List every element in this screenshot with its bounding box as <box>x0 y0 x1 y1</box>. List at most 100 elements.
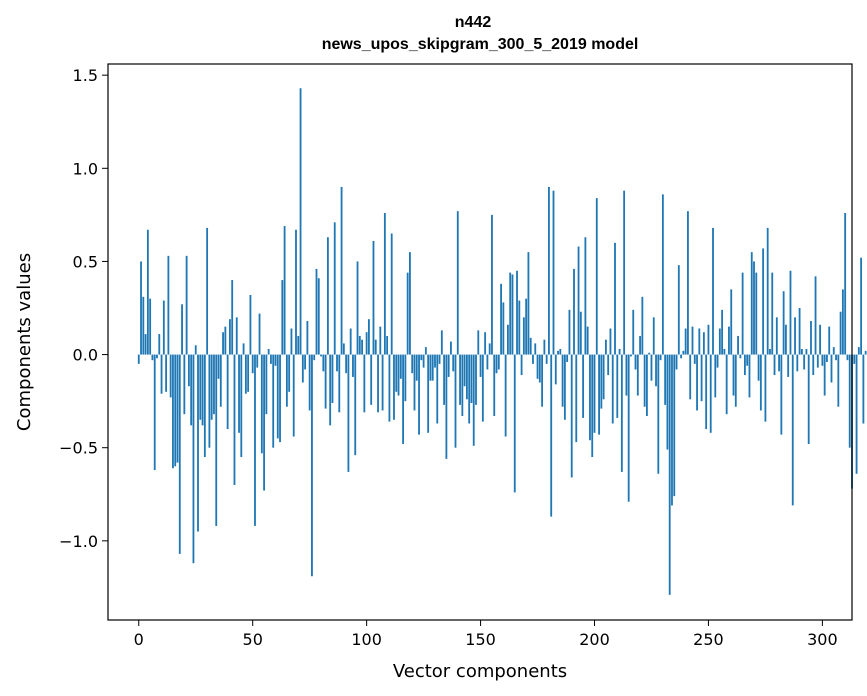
bar <box>484 332 487 355</box>
bar <box>285 354 288 407</box>
bar <box>149 298 152 355</box>
bar <box>167 255 170 355</box>
bar <box>828 326 831 355</box>
bar <box>757 354 760 381</box>
bar <box>434 354 436 368</box>
y-tick-label: 1.0 <box>73 159 98 178</box>
bar <box>534 343 537 355</box>
bar <box>520 354 523 376</box>
bar <box>807 354 810 444</box>
bar <box>502 302 505 355</box>
bar <box>748 354 751 398</box>
bars-group <box>137 88 867 595</box>
bar <box>281 280 284 355</box>
bar <box>846 354 849 361</box>
bar <box>650 354 653 381</box>
bar <box>352 354 354 377</box>
bar <box>224 326 227 355</box>
bar <box>789 270 792 355</box>
bar <box>687 211 689 355</box>
bar <box>614 242 616 355</box>
bar <box>639 335 641 355</box>
bar <box>753 261 755 355</box>
bar <box>860 257 863 355</box>
bar <box>486 354 489 370</box>
bar <box>771 272 774 355</box>
y-axis-label: Components values <box>14 253 35 431</box>
bar <box>668 354 671 595</box>
bar <box>721 309 724 355</box>
bar <box>632 309 635 355</box>
y-tick-label: 0.0 <box>73 346 98 365</box>
bar <box>420 354 423 361</box>
plot-frame <box>107 63 853 621</box>
bar <box>140 261 142 355</box>
bar <box>677 265 680 355</box>
bar <box>848 354 851 448</box>
bar <box>620 354 623 472</box>
bar <box>652 317 655 355</box>
bar <box>274 354 277 366</box>
bar <box>602 354 605 400</box>
bar <box>718 328 721 355</box>
bar <box>301 354 304 383</box>
bar <box>545 354 548 364</box>
bar <box>162 300 165 355</box>
bar <box>561 354 564 407</box>
bar <box>272 354 275 448</box>
bar <box>199 354 202 420</box>
bar <box>709 354 712 433</box>
bar <box>568 309 571 355</box>
bar <box>507 324 509 355</box>
x-tick-label: 200 <box>579 630 610 649</box>
bar <box>495 354 498 374</box>
bar <box>306 321 309 355</box>
bar <box>826 354 828 363</box>
bar <box>595 198 598 355</box>
bar <box>584 237 587 355</box>
bar <box>730 289 733 355</box>
bar <box>659 354 662 361</box>
x-tick-label: 0 <box>134 630 144 649</box>
bar <box>395 354 398 392</box>
bar <box>634 354 637 370</box>
bar <box>297 335 300 355</box>
bar <box>509 272 512 355</box>
bar <box>755 272 758 355</box>
bar <box>582 354 585 418</box>
x-tick-label: 100 <box>351 630 382 649</box>
bar <box>573 268 575 355</box>
bar <box>422 354 425 368</box>
bar <box>436 354 439 424</box>
bar <box>810 321 812 355</box>
bar <box>794 317 796 355</box>
bar <box>800 348 803 355</box>
bar <box>627 354 630 502</box>
bar <box>142 296 145 355</box>
bar <box>593 354 596 433</box>
bar <box>304 354 307 370</box>
bar <box>374 339 377 355</box>
bar <box>194 345 197 355</box>
bar <box>172 354 174 469</box>
bar <box>386 335 389 355</box>
bar <box>263 354 265 491</box>
bar <box>313 354 316 361</box>
bar <box>477 330 480 355</box>
bar <box>365 332 368 355</box>
bar <box>260 354 263 454</box>
bar <box>536 354 539 379</box>
bar <box>725 354 728 415</box>
bar <box>397 354 400 396</box>
bar <box>557 350 559 355</box>
bar <box>238 354 240 433</box>
bar <box>769 348 771 355</box>
bar <box>693 354 696 364</box>
y-tick-label: 0.5 <box>73 252 98 271</box>
x-tick-label: 50 <box>243 630 263 649</box>
bar <box>447 354 450 377</box>
bar <box>513 354 516 493</box>
bar <box>276 354 279 439</box>
bar <box>438 354 441 364</box>
